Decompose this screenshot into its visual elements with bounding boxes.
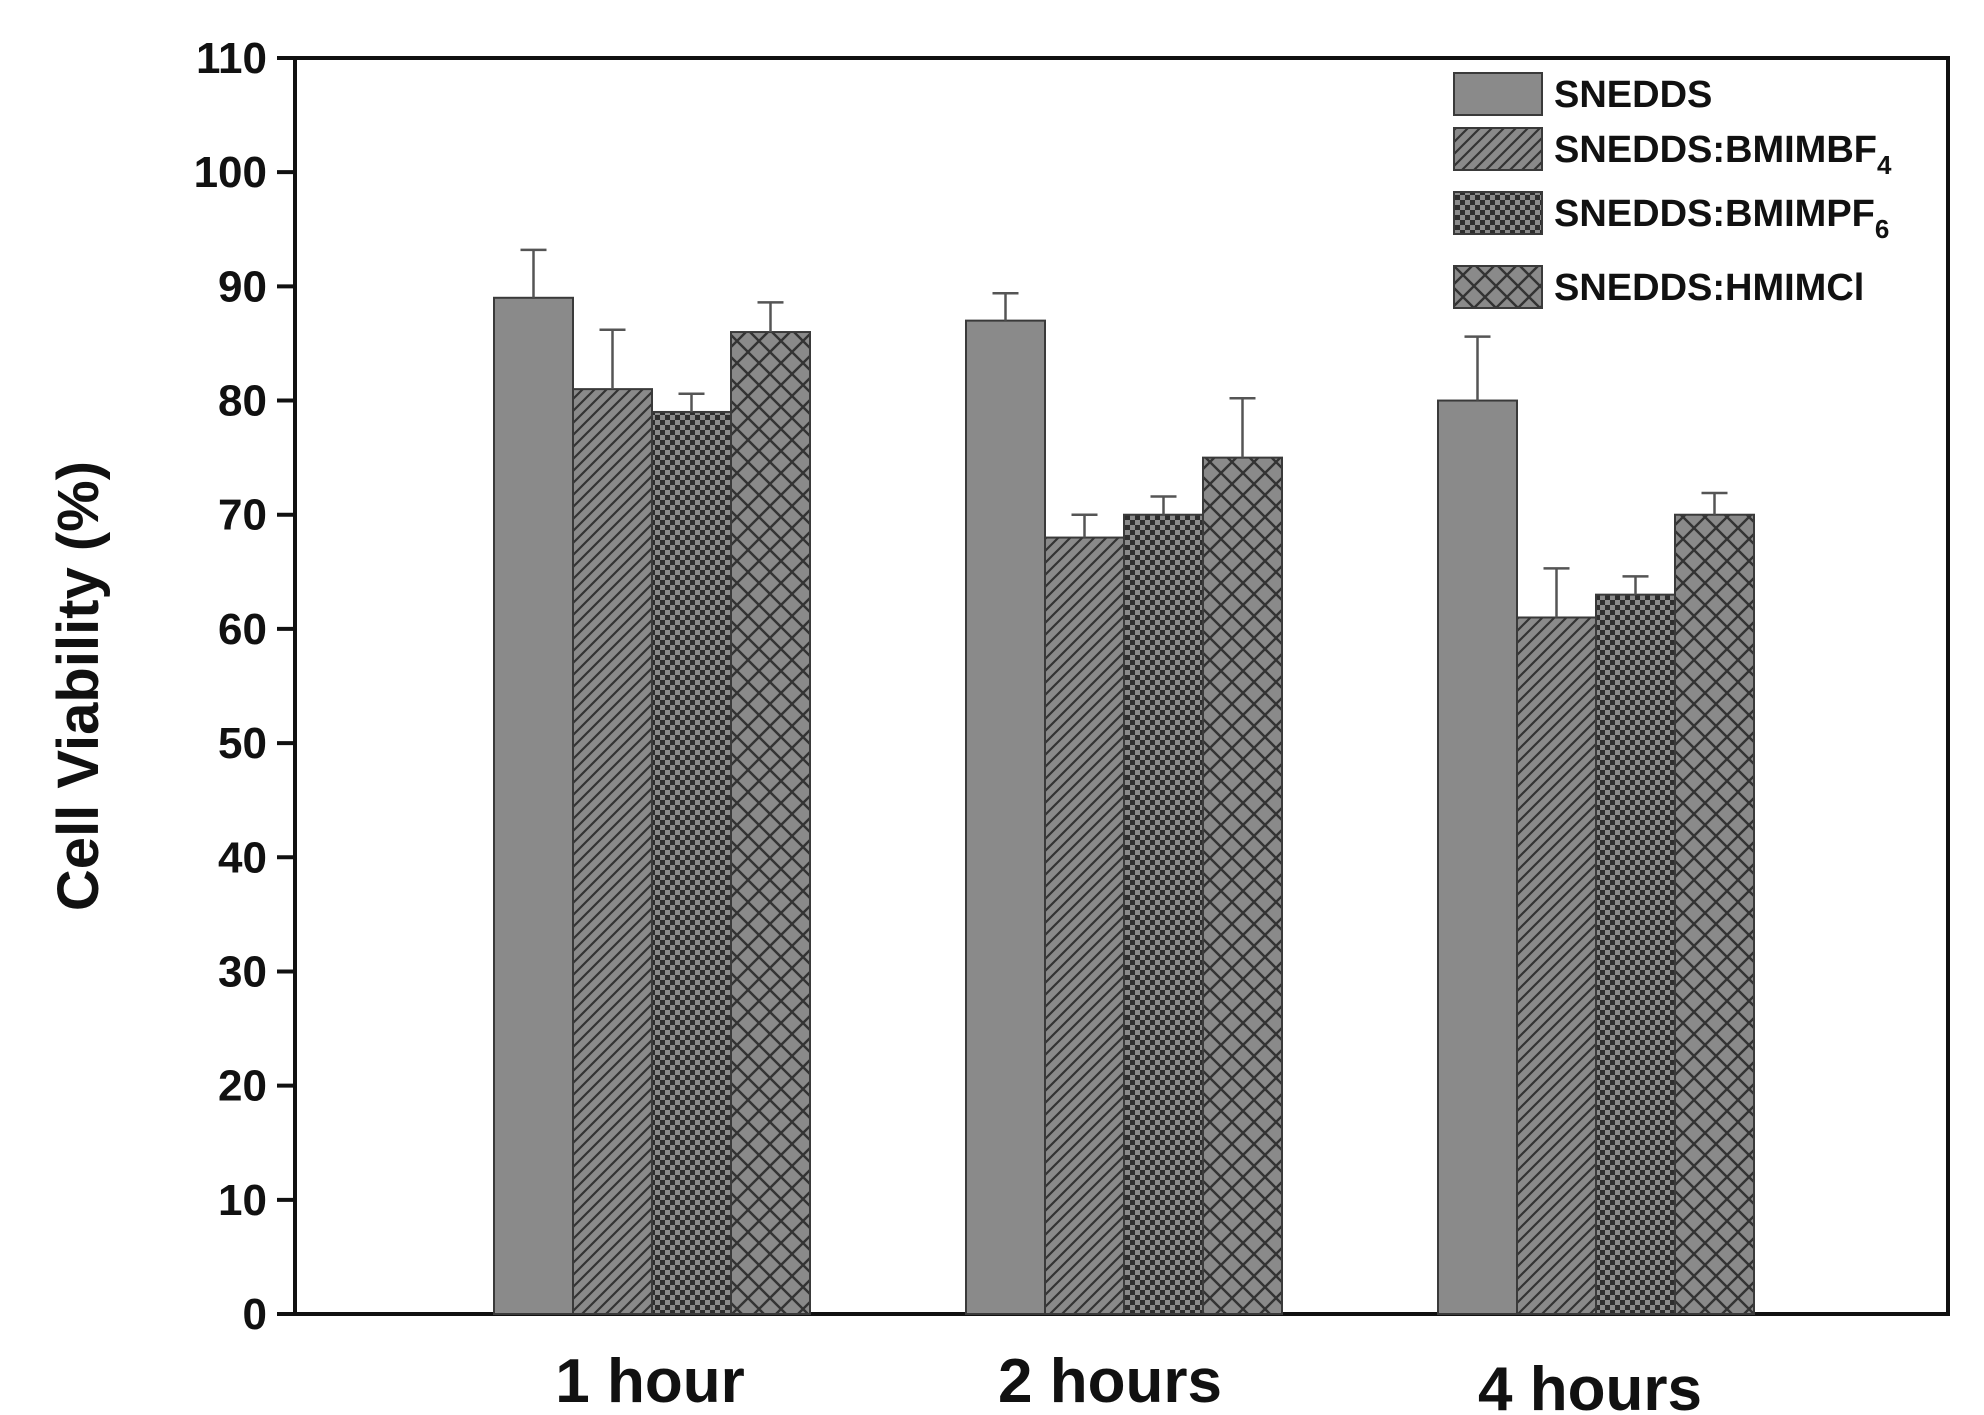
y-tick-label: 50 bbox=[218, 719, 267, 768]
legend-swatch bbox=[1453, 127, 1543, 171]
x-axis: 1 hour 2 hours 4 hours bbox=[555, 1347, 1702, 1415]
y-tick-label: 60 bbox=[218, 605, 267, 654]
bar bbox=[730, 331, 811, 1315]
y-tick-label: 30 bbox=[218, 947, 267, 996]
y-tick-label: 110 bbox=[196, 34, 267, 83]
legend-label-subscript: 6 bbox=[1875, 214, 1889, 244]
y-tick-label: 40 bbox=[218, 833, 267, 882]
bar bbox=[965, 319, 1046, 1316]
legend-label-main: SNEDDS:BMIMPF bbox=[1554, 193, 1875, 235]
bar bbox=[651, 410, 732, 1315]
bar bbox=[1437, 399, 1518, 1315]
bar bbox=[493, 296, 574, 1316]
x-category-label: 2 hours bbox=[998, 1347, 1222, 1415]
legend-swatch bbox=[1453, 265, 1543, 309]
y-tick-label: 10 bbox=[218, 1176, 267, 1225]
legend-label-subscript: 4 bbox=[1877, 150, 1892, 180]
bar bbox=[1516, 616, 1597, 1315]
legend-label-main: SNEDDS:BMIMBF bbox=[1554, 129, 1877, 171]
bar bbox=[1044, 536, 1125, 1315]
bar bbox=[572, 388, 653, 1315]
bar bbox=[1123, 513, 1204, 1315]
y-tick-label: 80 bbox=[218, 377, 267, 426]
bar bbox=[1202, 456, 1283, 1315]
legend-label: SNEDDS:BMIMPF6 bbox=[1554, 193, 1889, 244]
legend-label: SNEDDS bbox=[1554, 74, 1712, 116]
legend-label-main: SNEDDS:HMIMCl bbox=[1554, 267, 1864, 309]
y-tick-label: 0 bbox=[243, 1290, 267, 1339]
bar bbox=[1674, 513, 1755, 1315]
y-axis: 0 10 20 30 40 50 60 70 80 90 100 110 bbox=[194, 34, 295, 1339]
legend-label: SNEDDS:HMIMCl bbox=[1554, 267, 1864, 309]
x-category-label: 1 hour bbox=[555, 1347, 744, 1415]
legend-label: SNEDDS:BMIMBF4 bbox=[1554, 129, 1892, 180]
y-tick-label: 90 bbox=[218, 262, 267, 311]
legend-swatch bbox=[1453, 72, 1543, 116]
legend-swatch bbox=[1453, 191, 1543, 235]
y-tick-label: 20 bbox=[218, 1062, 267, 1111]
bars-group bbox=[493, 248, 1755, 1316]
y-tick-label: 70 bbox=[218, 491, 267, 540]
y-tick-label: 100 bbox=[194, 148, 267, 197]
legend: SNEDDSSNEDDS:BMIMBF4SNEDDS:BMIMPF6SNEDDS… bbox=[1453, 72, 1892, 309]
bar bbox=[1595, 593, 1676, 1315]
x-category-label: 4 hours bbox=[1478, 1355, 1702, 1415]
y-axis-title: Cell Viability (%) bbox=[46, 461, 111, 911]
legend-label-main: SNEDDS bbox=[1554, 74, 1712, 116]
